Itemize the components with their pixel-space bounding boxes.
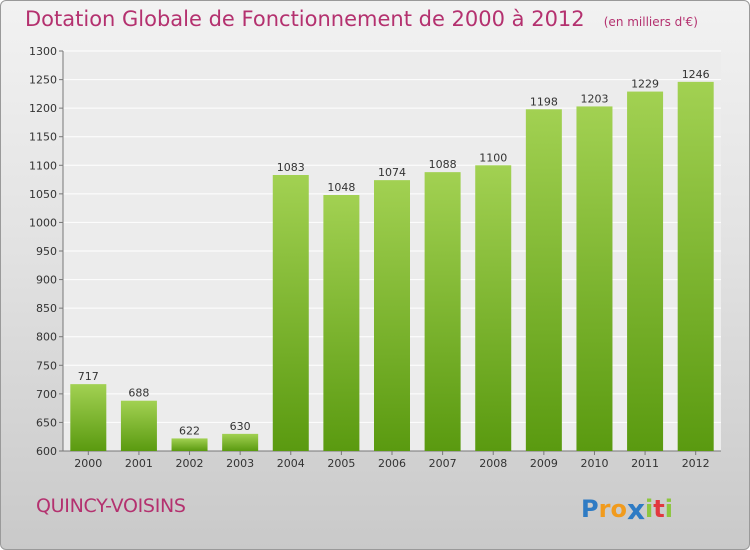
x-tick-label: 2010 <box>580 457 608 470</box>
bar <box>677 81 714 451</box>
x-tick-label: 2012 <box>682 457 710 470</box>
bar-value-label: 688 <box>128 387 149 400</box>
logo-letter: i <box>645 495 654 523</box>
bar-value-label: 1088 <box>429 158 457 171</box>
bar <box>374 180 410 451</box>
bar-value-label: 1246 <box>682 68 710 81</box>
bar <box>627 91 664 452</box>
bar-value-label: 1048 <box>327 181 355 194</box>
logo-letter: r <box>598 495 611 523</box>
city-name: QUINCY-VOISINS <box>36 495 186 517</box>
x-tick-label: 2008 <box>479 457 507 470</box>
x-tick-label: 2009 <box>530 457 558 470</box>
bar <box>222 433 259 451</box>
logo-letter: P <box>581 495 599 523</box>
y-tick-label: 1200 <box>29 102 57 115</box>
y-tick-label: 1250 <box>29 74 57 87</box>
chart-title: Dotation Globale de Fonctionnement de 20… <box>25 7 585 31</box>
bar <box>525 109 562 452</box>
x-tick-label: 2007 <box>429 457 457 470</box>
logo-letter: i <box>664 495 673 523</box>
bar <box>272 175 309 451</box>
bar <box>70 384 107 451</box>
y-tick-label: 750 <box>36 359 57 372</box>
bar <box>120 400 157 451</box>
logo-letter: t <box>653 495 665 523</box>
bar <box>171 438 208 451</box>
bar-value-label: 622 <box>179 424 200 437</box>
bar-value-label: 1074 <box>378 166 406 179</box>
bar <box>475 165 512 452</box>
bar-value-label: 1100 <box>479 151 507 164</box>
bar-value-label: 717 <box>78 370 99 383</box>
bar-value-label: 630 <box>230 420 251 433</box>
x-tick-label: 2002 <box>176 457 204 470</box>
y-tick-label: 900 <box>36 274 57 287</box>
proxiti-logo: Proxiti <box>581 491 673 526</box>
y-tick-label: 1050 <box>29 188 57 201</box>
y-tick-label: 1150 <box>29 131 57 144</box>
y-tick-label: 1000 <box>29 216 57 229</box>
bar <box>576 106 613 451</box>
y-tick-label: 650 <box>36 416 57 429</box>
bar-value-label: 1198 <box>530 95 558 108</box>
x-tick-label: 2006 <box>378 457 406 470</box>
y-tick-label: 1100 <box>29 159 57 172</box>
chart-subtitle: (en milliers d'€) <box>603 15 698 29</box>
bar-value-label: 1083 <box>277 161 305 174</box>
logo-letter: x <box>626 493 645 526</box>
x-tick-label: 2004 <box>277 457 305 470</box>
x-tick-label: 2000 <box>74 457 102 470</box>
x-tick-label: 2003 <box>226 457 254 470</box>
logo-letter: o <box>610 495 627 523</box>
x-tick-label: 2011 <box>631 457 659 470</box>
x-tick-label: 2005 <box>327 457 355 470</box>
y-tick-label: 700 <box>36 388 57 401</box>
y-tick-label: 850 <box>36 302 57 315</box>
bar-value-label: 1203 <box>580 92 608 105</box>
title-row: Dotation Globale de Fonctionnement de 20… <box>25 7 698 31</box>
y-tick-label: 600 <box>36 445 57 458</box>
y-tick-label: 1300 <box>29 45 57 58</box>
bar <box>424 172 461 451</box>
bar <box>323 195 360 451</box>
y-tick-label: 950 <box>36 245 57 258</box>
y-tick-label: 800 <box>36 331 57 344</box>
bar-value-label: 1229 <box>631 78 659 91</box>
x-tick-label: 2001 <box>125 457 153 470</box>
